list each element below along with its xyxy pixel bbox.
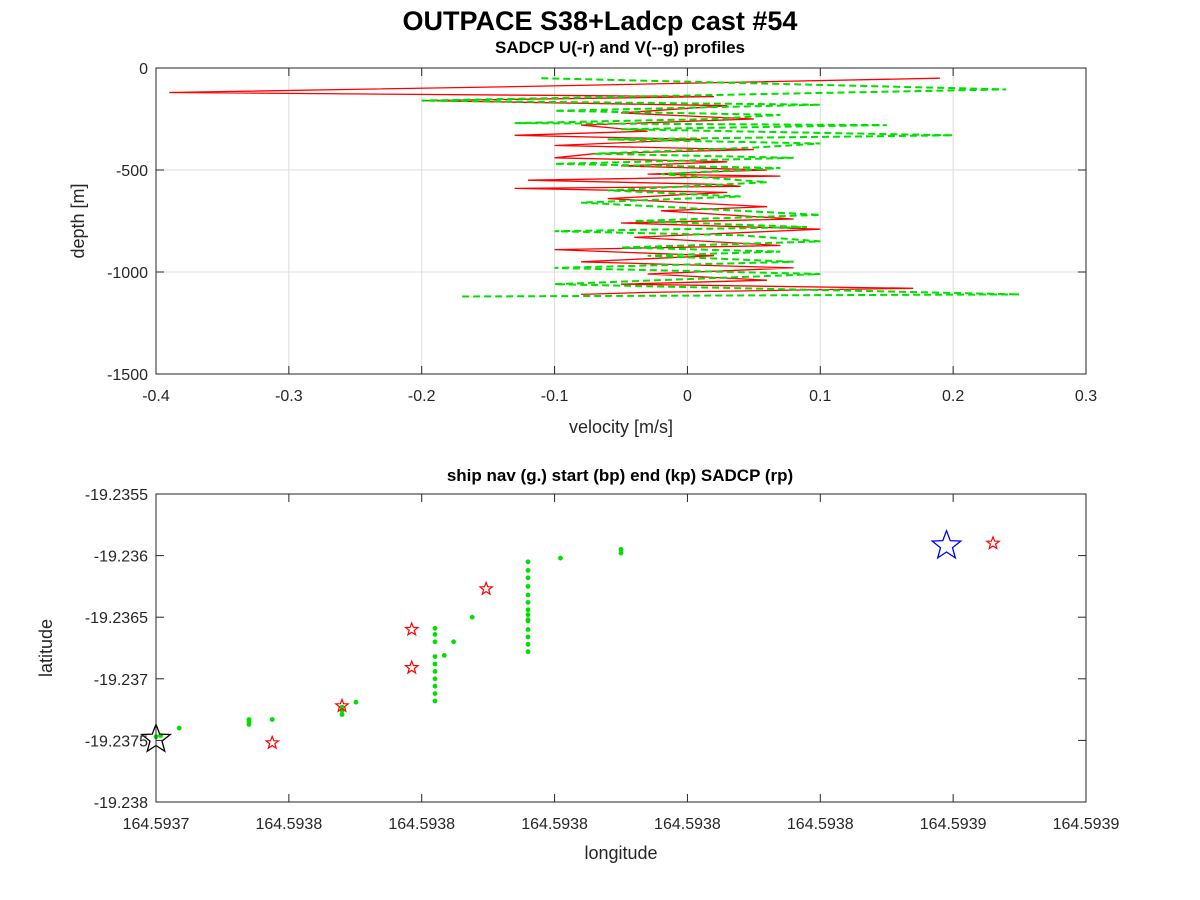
- ship-nav-point: [432, 661, 438, 667]
- ship-nav-point: [525, 641, 531, 647]
- ship-nav-point: [558, 555, 563, 561]
- nav-x-tick-label: 164.5938: [388, 816, 455, 833]
- nav-chart-title: ship nav (g.) start (bp) end (kp) SADCP …: [447, 466, 793, 485]
- ship-nav-point: [525, 559, 531, 565]
- nav-y-tick-label: -19.2355: [85, 487, 148, 504]
- ship-nav-point: [432, 632, 438, 637]
- ship-nav-point: [525, 649, 531, 655]
- profile-series: [169, 77, 1020, 298]
- ship-nav-point: [525, 607, 531, 613]
- nav-axes-box: [155, 493, 1087, 803]
- ship-nav-point: [451, 639, 456, 645]
- ship-nav-point: [618, 547, 624, 552]
- nav-y-axis-label: latitude: [36, 619, 56, 677]
- ship-nav-point: [432, 676, 438, 682]
- ship-nav-point: [269, 717, 275, 722]
- ship-nav-point: [441, 653, 447, 658]
- ship-nav-point: [525, 634, 531, 640]
- sadcp-star: [403, 659, 420, 675]
- ship-nav-point: [525, 618, 531, 624]
- nav-x-tick-label: 164.5938: [787, 816, 854, 833]
- ship-nav-point: [618, 550, 624, 556]
- ship-nav-point: [353, 699, 359, 705]
- nav-x-tick-label: 164.5937: [123, 816, 190, 833]
- nav-x-tick-label: 164.5938: [654, 816, 721, 833]
- sadcp-star: [403, 621, 420, 637]
- ship-nav-point: [246, 722, 252, 727]
- nav-x-tick-label: 164.5938: [521, 816, 588, 833]
- ship-nav-point: [432, 639, 438, 645]
- ship-nav-point: [432, 669, 438, 674]
- ship-nav-point: [432, 654, 438, 659]
- profile-x-tick-label: 0.1: [809, 388, 831, 405]
- sadcp-star: [264, 734, 281, 750]
- ship-nav-point: [525, 568, 531, 573]
- nav-y-tick-label: -19.2375: [85, 733, 148, 750]
- nav-y-tick-label: -19.2365: [85, 610, 148, 627]
- nav-y-tick-label: -19.237: [94, 672, 148, 689]
- profile-gridlines: [155, 67, 1087, 375]
- ship-nav-point: [525, 627, 531, 632]
- ship-nav-point: [525, 575, 531, 581]
- profile-x-tick-label: -0.4: [142, 388, 170, 405]
- nav-x-tick-label: 164.5939: [920, 816, 987, 833]
- nav-x-tick-label: 164.5939: [1053, 816, 1120, 833]
- profile-y-tick-label: -500: [116, 163, 148, 180]
- ship-nav-point: [432, 625, 438, 631]
- ship-nav-point: [432, 683, 438, 689]
- profile-x-tick-label: -0.2: [408, 388, 436, 405]
- profile-axes-box: [155, 67, 1087, 375]
- ship-nav-point: [469, 614, 475, 620]
- profile-x-tick-label: -0.1: [541, 388, 569, 405]
- profile-x-tick-label: 0.2: [942, 388, 964, 405]
- ship-nav-point: [525, 592, 531, 598]
- profile-x-ticks: -0.4 -0.3 -0.2 -0.1 0 0.1 0.2 0.3: [142, 68, 1097, 405]
- v-profile-line: [421, 77, 1020, 298]
- ship-nav-point: [432, 698, 438, 704]
- profile-y-tick-label: -1500: [107, 367, 148, 384]
- profile-y-ticks: 0 -500 -1000 -1500: [107, 61, 1086, 384]
- nav-y-tick-label: -19.236: [94, 549, 148, 566]
- profile-x-tick-label: 0: [683, 388, 692, 405]
- profile-y-tick-label: 0: [139, 61, 148, 78]
- nav-y-ticks: -19.2355 -19.236 -19.2365 -19.237 -19.2375 -1…: [85, 487, 1086, 812]
- nav-y-tick-label: -19.238: [94, 795, 148, 812]
- ship-nav-point: [176, 725, 182, 731]
- start-star: [930, 528, 963, 560]
- sadcp-star: [985, 535, 1001, 550]
- nav-marks: [139, 528, 1001, 753]
- profile-y-tick-label: -1000: [107, 265, 148, 282]
- profile-axes: SADCP U(-r) and V(--g) profiles -0.4 -0.3…: [68, 38, 1097, 437]
- sadcp-star: [478, 580, 494, 596]
- figure-title: OUTPACE S38+Ladcp cast #54: [403, 6, 798, 36]
- nav-x-tick-label: 164.5938: [255, 816, 322, 833]
- ship-nav-point: [432, 691, 438, 696]
- ship-nav-point: [339, 704, 345, 710]
- profile-x-tick-label: 0.3: [1075, 388, 1097, 405]
- ship-nav-point: [525, 584, 531, 589]
- profile-x-axis-label: velocity [m/s]: [569, 417, 673, 437]
- profile-chart-title: SADCP U(-r) and V(--g) profiles: [495, 38, 745, 57]
- ship-nav-point: [339, 712, 345, 717]
- profile-y-axis-label: depth [m]: [68, 183, 88, 258]
- ship-nav-point: [525, 612, 531, 618]
- ship-nav-point: [525, 600, 531, 605]
- nav-x-ticks: 164.5937 164.5938 164.5938 164.5938 164.5938…: [123, 494, 1120, 833]
- profile-x-tick-label: -0.3: [275, 388, 303, 405]
- sadcp-star: [334, 697, 350, 713]
- nav-axes: ship nav (g.) start (bp) end (kp) SADCP …: [36, 466, 1119, 863]
- u-profile-line: [169, 77, 940, 296]
- nav-x-axis-label: longitude: [584, 843, 657, 863]
